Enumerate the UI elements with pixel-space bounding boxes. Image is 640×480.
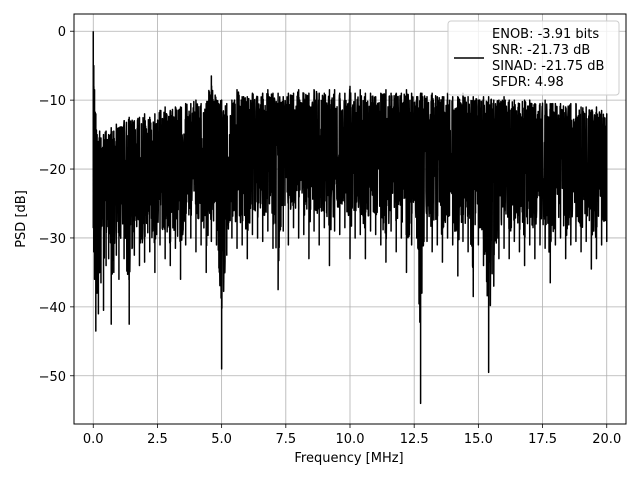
y-tick-label: 0 <box>58 25 66 40</box>
x-tick-label: 17.5 <box>528 432 557 447</box>
x-tick-label: 10.0 <box>336 432 365 447</box>
y-tick-label: −20 <box>39 163 66 178</box>
legend-entry-line-2: SNR: -21.73 dB <box>492 43 590 58</box>
psd-series-line <box>92 31 608 405</box>
x-tick-label: 20.0 <box>592 432 621 447</box>
legend-entry-line-1: ENOB: -3.91 bits <box>492 27 599 42</box>
x-tick-label: 15.0 <box>464 432 493 447</box>
x-tick-label: 2.5 <box>147 432 168 447</box>
plot-area <box>92 31 608 405</box>
x-tick-label: 12.5 <box>400 432 429 447</box>
y-axis-label: PSD [dB] <box>14 190 29 248</box>
y-tick-label: −50 <box>39 370 66 385</box>
y-tick-label: −40 <box>39 301 66 316</box>
legend-entry-line-4: SFDR: 4.98 <box>492 75 564 90</box>
legend: ENOB: -3.91 bits SNR: -21.73 dB SINAD: -… <box>447 20 620 96</box>
y-tick-label: −10 <box>39 94 66 109</box>
x-tick-label: 0.0 <box>83 432 104 447</box>
x-tick-label: 5.0 <box>211 432 232 447</box>
x-axis-label: Frequency [MHz] <box>294 451 403 466</box>
tick-labels: 0.0 2.5 5.0 7.5 10.0 12.5 15.0 17.5 20.0 0 −10 −20 −… <box>39 25 622 447</box>
x-tick-label: 7.5 <box>275 432 296 447</box>
y-tick-label: −30 <box>39 232 66 247</box>
tick-marks <box>70 30 608 428</box>
legend-entry-line-3: SINAD: -21.75 dB <box>492 59 604 74</box>
legend-box <box>447 20 620 96</box>
